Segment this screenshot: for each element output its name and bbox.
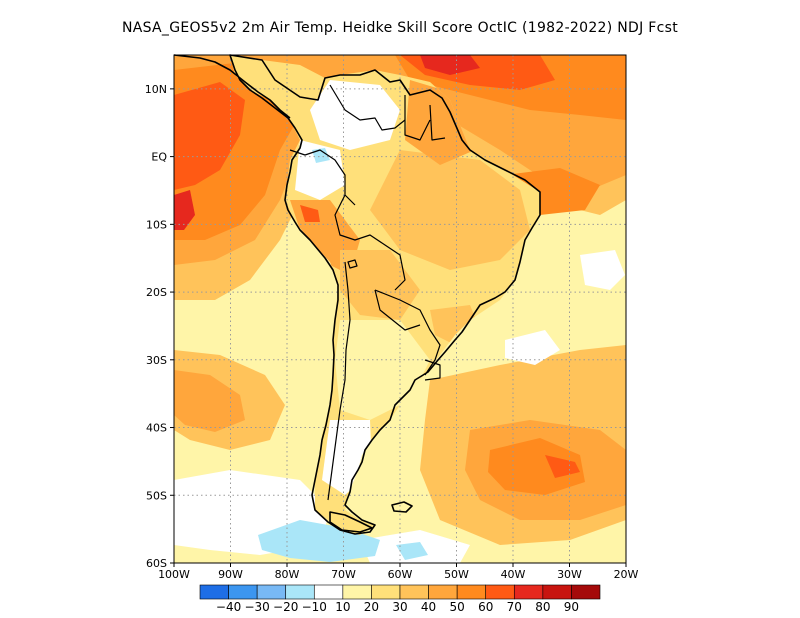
colorbar-label: 20 — [364, 600, 379, 614]
lon-tick-label: 50W — [444, 568, 469, 581]
colorbar — [199, 584, 601, 600]
colorbar-label: 60 — [478, 600, 493, 614]
field-patch — [174, 190, 195, 230]
colorbar-label: −10 — [302, 600, 327, 614]
colorbar-label: 10 — [335, 600, 350, 614]
colorbar-bin — [371, 584, 401, 600]
coastlines — [173, 54, 541, 535]
colorbar-label: 30 — [392, 600, 407, 614]
central-america-coastline — [173, 54, 291, 119]
venezuela-colombia-border — [329, 84, 406, 131]
lon-tick-label: 30W — [557, 568, 582, 581]
lat-tick-label: 40S — [146, 422, 167, 435]
colorbar-bin — [342, 584, 372, 600]
field-patch — [488, 438, 585, 495]
lon-tick-label: 20W — [614, 568, 639, 581]
colorbar-label: −40 — [216, 600, 241, 614]
lon-tick-label: 100W — [158, 568, 190, 581]
longitude-labels: 100W 90W 80W 70W 60W 50W 40W 30W 20W — [158, 568, 638, 581]
lat-tick-label: 50S — [146, 489, 167, 502]
field-patch — [420, 55, 480, 75]
colorbar-label: 80 — [535, 600, 550, 614]
lon-tick-label: 40W — [501, 568, 526, 581]
lat-lon-grid — [174, 55, 626, 563]
lon-tick-label: 60W — [388, 568, 413, 581]
colorbar-label: 40 — [421, 600, 436, 614]
colorbar-bin — [456, 584, 487, 600]
colorbar-bin — [571, 584, 601, 600]
colorbar-bin — [313, 584, 344, 600]
lon-tick-label: 70W — [331, 568, 356, 581]
field-patch — [174, 82, 245, 190]
falkland-islands — [391, 501, 413, 513]
colorbar-label: −20 — [273, 600, 298, 614]
paraguay-border — [374, 289, 421, 331]
colorbar-bin — [399, 584, 429, 600]
map-title: NASA_GEOS5v2 2m Air Temp. Heidke Skill S… — [121, 20, 679, 36]
tierra-del-fuego — [329, 511, 373, 533]
field-patch — [580, 250, 625, 290]
colorbar-bin — [513, 584, 544, 600]
peru-brazil-bolivia-border — [334, 194, 406, 291]
colorbar-label: 50 — [450, 600, 465, 614]
colorbar-bin — [285, 584, 315, 600]
colorbar-labels: −40 −30 −20 −10 10 20 30 40 50 60 70 80 90 — [216, 600, 579, 614]
colorbar-label: 90 — [564, 600, 579, 614]
field-patch — [335, 320, 430, 420]
field-patch — [370, 150, 530, 270]
field-patch — [300, 205, 320, 222]
lon-tick-label: 90W — [218, 568, 243, 581]
lake-titicaca — [347, 259, 358, 269]
colorbar-bin — [542, 584, 572, 600]
field-patch — [396, 542, 428, 560]
colorbar-label: −30 — [244, 600, 269, 614]
field-patch — [295, 140, 345, 200]
chile-argentina-border — [327, 261, 351, 501]
colorbar-bin — [228, 584, 258, 600]
colorbar-bin — [256, 584, 287, 600]
colorbar-label: 70 — [507, 600, 522, 614]
axis-ticks — [170, 88, 627, 567]
lat-tick-label: 10S — [146, 218, 167, 231]
skill-field — [174, 55, 626, 563]
lat-tick-label: 60S — [146, 557, 167, 570]
uruguay-border — [424, 359, 441, 381]
guianas-borders — [404, 95, 446, 141]
lat-tick-label: EQ — [151, 151, 167, 164]
field-patch — [310, 80, 400, 150]
colorbar-bin — [485, 584, 515, 600]
lat-tick-label: 10N — [145, 83, 167, 96]
colorbar-bin — [428, 584, 458, 600]
south-america-coastline — [229, 54, 541, 535]
colorbar-bin — [199, 584, 229, 600]
field-patch — [545, 455, 580, 478]
latitude-labels: 10N EQ 10S 20S 30S 40S 50S 60S — [145, 83, 168, 570]
field-patch — [174, 370, 245, 432]
lon-tick-label: 80W — [275, 568, 300, 581]
argentina-paraguay-brazil-border — [374, 289, 441, 376]
field-patch — [505, 330, 560, 365]
lat-tick-label: 20S — [146, 286, 167, 299]
lat-tick-label: 30S — [146, 354, 167, 367]
